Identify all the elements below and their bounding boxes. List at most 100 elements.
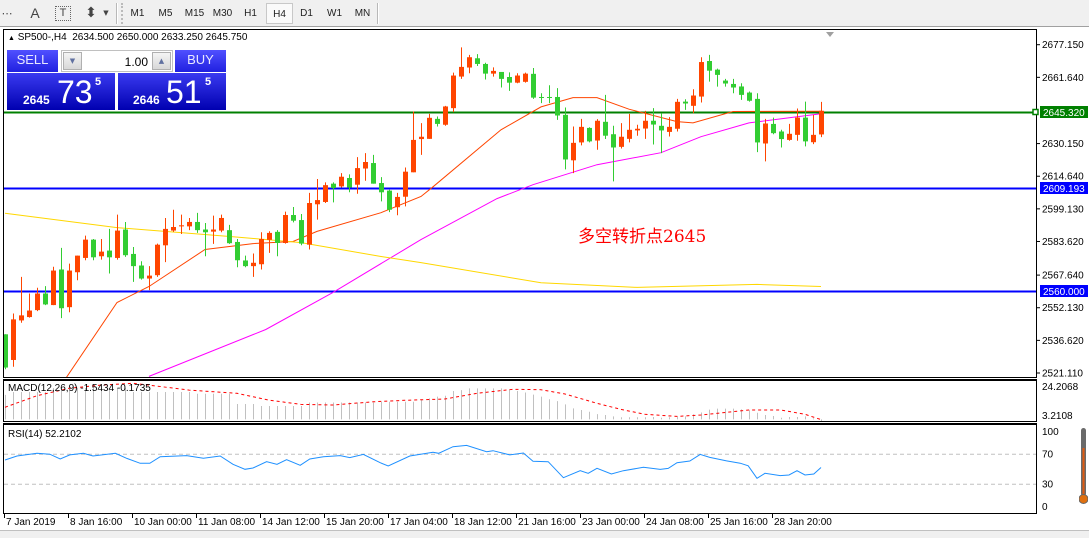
time-tick-label: 8 Jan 16:00: [70, 517, 123, 528]
level-price-badge: [1040, 182, 1088, 194]
chart-header: ▲ SP500-,H4 2634.500 2650.000 2633.250 2…: [8, 32, 247, 43]
rsi-axis: 100 70 30 0: [1036, 424, 1059, 514]
price-tick-label: 2567.640: [1042, 271, 1084, 282]
candle-body: [459, 66, 464, 77]
candle-body: [411, 139, 416, 173]
candle-body: [387, 190, 392, 210]
timeframe-h1[interactable]: H1: [244, 8, 257, 19]
buy-price-prefix: 2646: [133, 93, 160, 107]
candle-body: [443, 106, 448, 125]
candle-body: [323, 185, 328, 202]
ohlc-values: 2634.500 2650.000 2633.250 2645.750: [72, 32, 248, 43]
macd-histogram: [5, 388, 822, 421]
price-tick-label: 2614.640: [1042, 172, 1084, 183]
sell-price-button[interactable]: 2645 73 5: [7, 73, 115, 110]
candle-body: [179, 225, 184, 227]
level-price-badge: [1040, 285, 1088, 297]
candle-body: [67, 270, 72, 308]
macd-signal-path: [4, 382, 822, 421]
candle-body: [307, 203, 312, 245]
level-price-badge: [1040, 106, 1088, 118]
candle-body: [659, 125, 664, 131]
candle-body: [99, 251, 104, 257]
time-tick-label: 14 Jan 12:00: [262, 517, 320, 528]
timeframe-m5[interactable]: M5: [158, 8, 173, 19]
candle-body: [507, 76, 512, 83]
lot-increase-button[interactable]: ▲: [152, 52, 171, 70]
candle-body: [563, 114, 568, 160]
lot-size-stepper[interactable]: ▼ ▲: [61, 50, 173, 73]
candle-body: [483, 63, 488, 74]
candle-body: [187, 221, 192, 227]
grid-icon[interactable]: ⋯: [1, 7, 13, 20]
macd-title: MACD(12,26,9) -1.5434 -0.1735: [8, 383, 151, 394]
lot-decrease-button[interactable]: ▼: [63, 52, 82, 70]
chart-shift-marker-icon[interactable]: [826, 32, 834, 37]
candle-body: [811, 134, 816, 143]
arrows-icon[interactable]: ⬍: [85, 5, 97, 21]
timeframe-d1[interactable]: D1: [300, 8, 313, 19]
candle-body: [139, 265, 144, 279]
timeframe-m30[interactable]: M30: [212, 8, 233, 19]
text-label-icon[interactable]: T: [55, 6, 71, 21]
candle-body: [75, 255, 80, 273]
candle-body: [523, 73, 528, 82]
collapse-triangle-icon[interactable]: ▲: [8, 35, 15, 42]
candle-body: [603, 121, 608, 136]
candle-body: [619, 136, 624, 147]
buy-price-button[interactable]: 2646 51 5: [118, 73, 226, 110]
chart-annotation[interactable]: 多空转折点2645: [578, 227, 707, 247]
toolbar-separator: [116, 3, 118, 24]
level-price-label: 2645.320: [1043, 108, 1085, 119]
candle-body: [267, 232, 272, 240]
sell-button[interactable]: SELL: [7, 50, 58, 72]
candle-body: [747, 92, 752, 101]
thermometer-icon[interactable]: [1079, 428, 1088, 506]
candle-body: [259, 238, 264, 265]
buy-button[interactable]: BUY: [175, 50, 226, 72]
candle-body: [675, 101, 680, 129]
chevron-down-icon[interactable]: ▼: [103, 9, 109, 17]
candle-body: [227, 230, 232, 244]
candle-body: [667, 126, 672, 132]
lot-size-input[interactable]: [84, 51, 150, 73]
candle-body: [243, 260, 248, 267]
macd-tick-label: 24.2068: [1042, 382, 1079, 393]
candle-body: [51, 270, 56, 306]
candle-body: [427, 117, 432, 139]
candle-body: [211, 229, 216, 232]
rsi-pane-frame: [3, 424, 1037, 514]
candle-body: [643, 120, 648, 129]
toolbar-grip[interactable]: [121, 3, 123, 24]
rsi-tick-label: 0: [1042, 502, 1048, 513]
macd-axis: 24.2068 3.2108: [1036, 380, 1079, 422]
candle-body: [819, 110, 824, 135]
timeframe-h4[interactable]: H4: [266, 3, 293, 24]
candle-body: [251, 262, 256, 267]
candle-body: [715, 69, 720, 75]
candle-body: [467, 57, 472, 68]
price-axis[interactable]: 2677.150 2661.640 2630.150 2614.640 2599.130…: [1032, 29, 1088, 380]
text-a-icon[interactable]: A: [30, 5, 40, 21]
rsi-tick-label: 70: [1042, 450, 1054, 461]
candle-body: [779, 131, 784, 140]
price-tick-label: 2521.110: [1042, 369, 1083, 380]
level-handle: [1032, 108, 1039, 116]
candle-body: [219, 217, 224, 231]
candle-body: [155, 244, 160, 276]
time-tick-label: 18 Jan 12:00: [454, 517, 512, 528]
candle-body: [723, 80, 728, 84]
candle-body: [571, 142, 576, 161]
candle-body: [755, 98, 760, 143]
timeframe-w1[interactable]: W1: [327, 8, 342, 19]
timeframe-mn[interactable]: MN: [354, 8, 371, 19]
timeframe-m1[interactable]: M1: [130, 8, 145, 19]
timeframe-m15[interactable]: M15: [184, 8, 205, 19]
time-tick-label: 15 Jan 20:00: [326, 517, 384, 528]
time-tick-label: 7 Jan 2019: [6, 517, 56, 528]
candle-body: [203, 229, 208, 233]
time-axis[interactable]: 7 Jan 2019 8 Jan 16:00 10 Jan 00:00 11 Jan …: [4, 514, 833, 528]
candle-body: [339, 176, 344, 187]
candle-body: [395, 196, 400, 208]
